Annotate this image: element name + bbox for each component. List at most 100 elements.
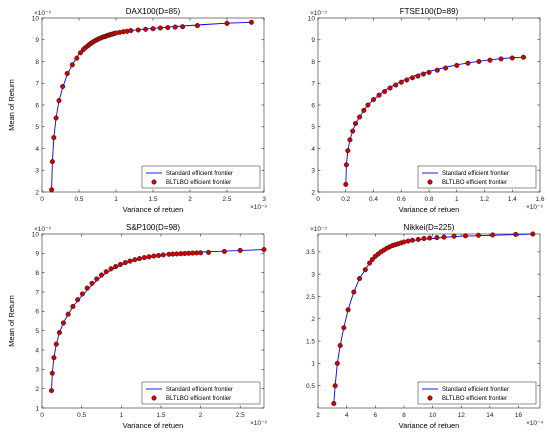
y-tick-label: 4 bbox=[35, 347, 39, 354]
legend-label-standard: Standard efficient frontier bbox=[442, 387, 509, 393]
bltlbo-point bbox=[393, 82, 399, 88]
legend-marker-swatch bbox=[151, 179, 157, 185]
y-tick-label: 8 bbox=[311, 59, 315, 66]
y-tick-label: 3 bbox=[311, 168, 315, 175]
legend: Standard efficient frontier BLTLBO effici… bbox=[141, 165, 261, 189]
bltlbo-point bbox=[248, 19, 254, 25]
bltlbo-point bbox=[415, 73, 421, 79]
y-tick-label: 1 bbox=[35, 405, 39, 412]
x-exponent-label: ×10⁻³ bbox=[526, 204, 543, 211]
bltlbo-point bbox=[343, 162, 349, 168]
bltlbo-point bbox=[136, 256, 143, 262]
bltlbo-point bbox=[420, 71, 426, 77]
y-tick-label: 6 bbox=[35, 309, 39, 316]
y-tick-label: 2 bbox=[311, 316, 315, 323]
chart-panel-2: 0 0.2 0.4 0.6 0.8 1 1.2 1.4 1.62345678910×10⁻³×1… bbox=[308, 7, 545, 214]
x-axis-label: Variance of retuen bbox=[399, 205, 460, 214]
bltlbo-point bbox=[180, 24, 186, 30]
legend-marker-swatch bbox=[427, 179, 433, 185]
x-tick-label: 16 bbox=[515, 412, 523, 419]
legend-label-standard: Standard efficient frontier bbox=[166, 387, 233, 393]
bltlbo-point bbox=[337, 342, 343, 349]
bltlbo-point bbox=[172, 24, 178, 30]
x-tick-label: 0.5 bbox=[77, 412, 86, 419]
bltlbo-point bbox=[387, 85, 393, 91]
chart-title: DAX100(D=85) bbox=[126, 7, 181, 16]
y-tick-label: 6 bbox=[311, 102, 315, 109]
y-tick-label: 10 bbox=[308, 15, 316, 22]
bltlbo-point bbox=[409, 237, 416, 243]
legend-box bbox=[141, 381, 261, 405]
y-tick-label: 3 bbox=[35, 168, 39, 175]
legend-marker-swatch bbox=[427, 395, 433, 401]
x-tick-label: 1.6 bbox=[535, 196, 544, 203]
y-exponent-label: ×10⁻³ bbox=[34, 10, 51, 17]
y-tick-label: 4 bbox=[311, 146, 315, 153]
x-tick-label: 2 bbox=[188, 196, 192, 203]
y-tick-label: 3 bbox=[35, 367, 39, 374]
bltlbo-point bbox=[198, 250, 204, 256]
bltlbo-point bbox=[434, 67, 440, 73]
bltlbo-point bbox=[345, 148, 351, 154]
bltlbo-point bbox=[427, 235, 433, 241]
y-tick-label: 10 bbox=[32, 231, 40, 238]
bltlbo-point bbox=[70, 303, 76, 310]
bltlbo-point bbox=[56, 330, 62, 336]
y-tick-label: 2.5 bbox=[306, 294, 315, 301]
y-tick-label: 8 bbox=[35, 59, 39, 66]
bltlbo-point bbox=[443, 65, 449, 71]
bltlbo-point bbox=[135, 27, 141, 33]
bltlbo-point bbox=[49, 187, 55, 193]
x-tick-label: 0.6 bbox=[397, 196, 406, 203]
bltlbo-point bbox=[205, 249, 212, 255]
bltlbo-point bbox=[224, 20, 230, 26]
bltlbo-point bbox=[401, 239, 407, 245]
bltlbo-point bbox=[356, 276, 363, 282]
legend-marker-swatch bbox=[151, 395, 157, 401]
bltlbo-point bbox=[84, 285, 90, 291]
bltlbo-point bbox=[53, 115, 59, 121]
x-tick-label: 1 bbox=[119, 412, 123, 419]
y-axis-label: Mean of Return bbox=[7, 295, 16, 347]
bltlbo-point bbox=[421, 235, 427, 242]
y-tick-label: 8 bbox=[35, 270, 39, 277]
bltlbo-point bbox=[343, 181, 349, 187]
x-tick-label: 0 bbox=[40, 412, 44, 419]
y-tick-label: 2 bbox=[35, 189, 39, 196]
y-tick-label: 9 bbox=[311, 37, 315, 44]
y-tick-label: 5 bbox=[311, 124, 315, 131]
bltlbo-point bbox=[476, 58, 482, 65]
y-tick-label: 5 bbox=[35, 124, 39, 131]
bltlbo-point bbox=[530, 231, 536, 237]
bltlbo-point bbox=[490, 232, 496, 238]
x-tick-label: 2.5 bbox=[222, 196, 231, 203]
y-tick-label: 5 bbox=[35, 328, 39, 335]
x-tick-label: 1.2 bbox=[480, 196, 489, 203]
bltlbo-point bbox=[261, 246, 267, 253]
x-tick-label: 1.4 bbox=[508, 196, 517, 203]
bltlbo-point bbox=[56, 98, 62, 104]
chart-title: Nikkei(D=225) bbox=[404, 223, 455, 232]
bltlbo-point bbox=[341, 325, 347, 331]
bltlbo-point bbox=[165, 25, 171, 31]
x-tick-label: 14 bbox=[486, 412, 494, 419]
legend-label-standard: Standard efficient frontier bbox=[166, 171, 233, 177]
y-tick-label: 2 bbox=[311, 189, 315, 196]
bltlbo-point bbox=[352, 120, 359, 127]
y-exponent-label: ×10⁻³ bbox=[310, 226, 327, 233]
legend-label-standard: Standard efficient frontier bbox=[442, 171, 509, 177]
x-tick-label: 0 bbox=[40, 196, 44, 203]
x-axis-label: Variance of retuen bbox=[123, 205, 184, 214]
x-tick-label: 6 bbox=[373, 412, 377, 419]
bltlbo-point bbox=[237, 247, 243, 253]
bltlbo-point bbox=[351, 289, 357, 295]
bltlbo-point bbox=[60, 320, 66, 326]
bltlbo-point bbox=[49, 159, 55, 165]
bltlbo-point bbox=[357, 114, 363, 120]
bltlbo-point bbox=[520, 54, 526, 60]
bltlbo-point bbox=[60, 83, 66, 90]
bltlbo-point bbox=[382, 88, 388, 95]
x-tick-label: 1 bbox=[455, 196, 459, 203]
plot-area bbox=[41, 233, 265, 409]
bltlbo-point bbox=[69, 62, 75, 68]
